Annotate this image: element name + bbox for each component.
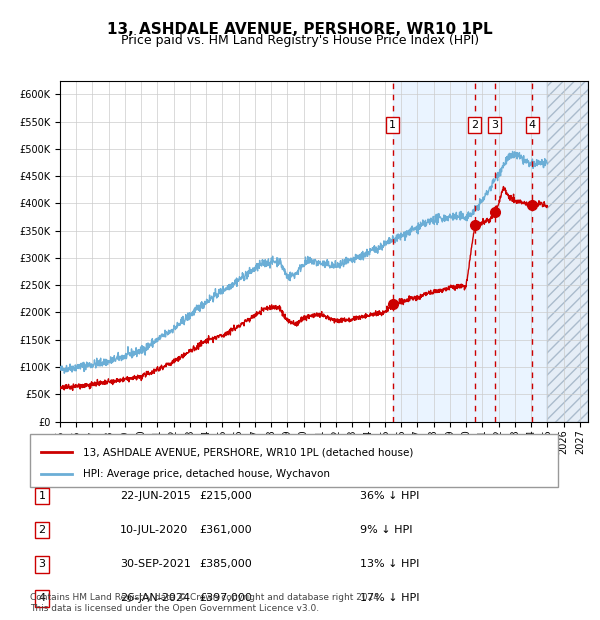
Text: £361,000: £361,000 [199, 525, 252, 535]
Text: 26-JAN-2024: 26-JAN-2024 [120, 593, 190, 603]
Text: £385,000: £385,000 [199, 559, 252, 569]
FancyBboxPatch shape [30, 434, 558, 487]
Text: 4: 4 [38, 593, 46, 603]
Text: 13% ↓ HPI: 13% ↓ HPI [360, 559, 419, 569]
Bar [547, 81, 588, 422]
Text: 3: 3 [491, 120, 498, 130]
Text: 13, ASHDALE AVENUE, PERSHORE, WR10 1PL (detached house): 13, ASHDALE AVENUE, PERSHORE, WR10 1PL (… [83, 448, 413, 458]
Text: 17% ↓ HPI: 17% ↓ HPI [360, 593, 419, 603]
Text: 36% ↓ HPI: 36% ↓ HPI [360, 491, 419, 501]
Text: 10-JUL-2020: 10-JUL-2020 [120, 525, 188, 535]
Text: 9% ↓ HPI: 9% ↓ HPI [360, 525, 413, 535]
Text: 2: 2 [38, 525, 46, 535]
Text: 4: 4 [529, 120, 536, 130]
Text: HPI: Average price, detached house, Wychavon: HPI: Average price, detached house, Wych… [83, 469, 330, 479]
Text: 2: 2 [471, 120, 478, 130]
Text: Contains HM Land Registry data © Crown copyright and database right 2024.
This d: Contains HM Land Registry data © Crown c… [30, 593, 382, 613]
Text: Price paid vs. HM Land Registry's House Price Index (HPI): Price paid vs. HM Land Registry's House … [121, 34, 479, 47]
Text: 1: 1 [38, 491, 46, 501]
Text: 22-JUN-2015: 22-JUN-2015 [120, 491, 191, 501]
Text: £397,000: £397,000 [199, 593, 252, 603]
Text: 13, ASHDALE AVENUE, PERSHORE, WR10 1PL: 13, ASHDALE AVENUE, PERSHORE, WR10 1PL [107, 22, 493, 37]
Text: £215,000: £215,000 [199, 491, 252, 501]
Bar [392, 81, 547, 422]
Bar [547, 81, 588, 422]
Text: 30-SEP-2021: 30-SEP-2021 [120, 559, 191, 569]
Text: 1: 1 [389, 120, 396, 130]
Text: 3: 3 [38, 559, 46, 569]
